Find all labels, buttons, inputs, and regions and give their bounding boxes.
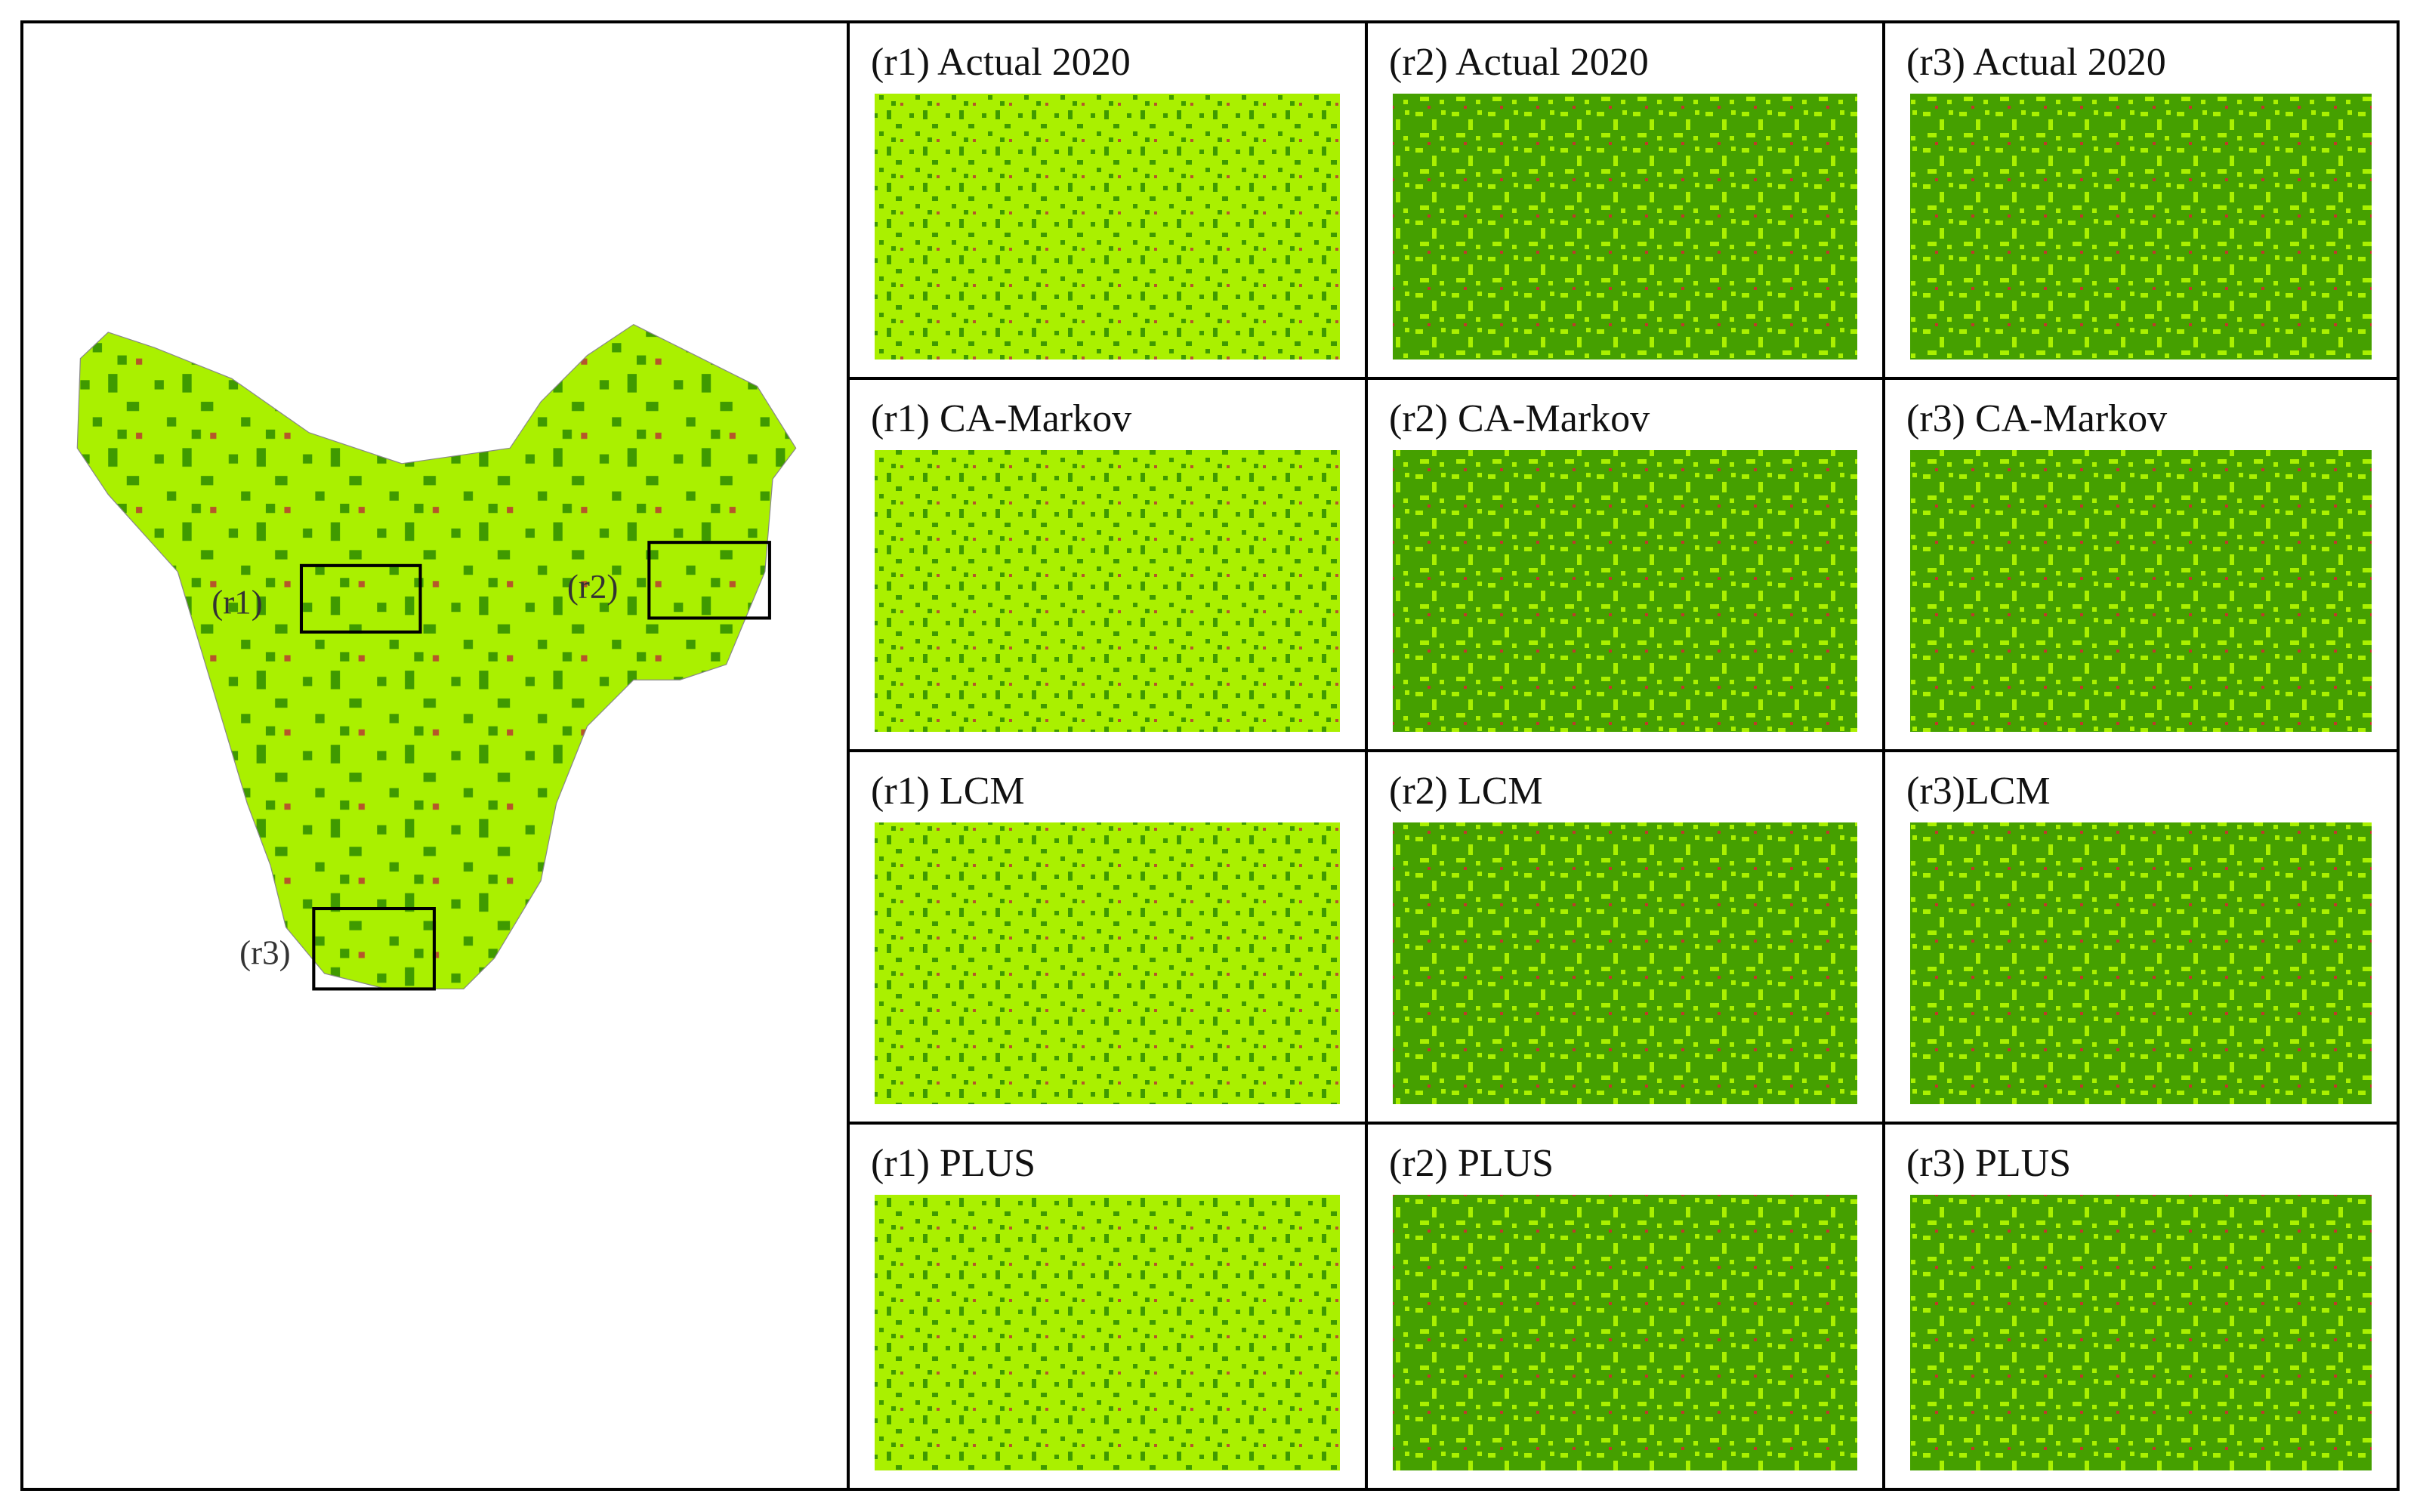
panel-map xyxy=(1910,822,2372,1104)
panel-label: (r1) CA-Markov xyxy=(871,397,1131,440)
panel-map xyxy=(875,1195,1340,1470)
outer-border xyxy=(20,20,2400,1491)
zoom-box xyxy=(312,907,436,991)
zoom-box xyxy=(299,563,422,634)
panel-label: (r3)LCM xyxy=(1906,770,2051,813)
panel-label: (r2) LCM xyxy=(1389,770,1543,813)
panel-map xyxy=(875,94,1340,359)
panel-label: (r3) Actual 2020 xyxy=(1906,41,2166,84)
panel-label: (r3) CA-Markov xyxy=(1906,397,2167,440)
panel-map xyxy=(1910,94,2372,359)
panel-map xyxy=(1393,94,1857,359)
study-area-map: (r1) (r2) (r3) xyxy=(76,323,797,991)
panel-map xyxy=(875,450,1340,732)
panel-label: (r2) PLUS xyxy=(1389,1142,1554,1185)
region-shape xyxy=(76,323,797,990)
panel-map xyxy=(1910,1195,2372,1470)
panel-map xyxy=(1393,822,1857,1104)
map-label: (r3) xyxy=(239,934,290,972)
zoom-box xyxy=(647,541,771,620)
panel-label: (r3) PLUS xyxy=(1906,1142,2071,1185)
panel-label: (r2) CA-Markov xyxy=(1389,397,1650,440)
panel-label: (r2) Actual 2020 xyxy=(1389,41,1649,84)
panel-label: (r1) Actual 2020 xyxy=(871,41,1131,84)
map-label: (r1) xyxy=(211,583,262,621)
map-label: (r2) xyxy=(567,568,618,606)
panel-map xyxy=(1393,1195,1857,1470)
panel-map xyxy=(875,822,1340,1104)
panel-label: (r1) PLUS xyxy=(871,1142,1036,1185)
panel-map xyxy=(1910,450,2372,732)
panel-label: (r1) LCM xyxy=(871,770,1025,813)
panel-map xyxy=(1393,450,1857,732)
